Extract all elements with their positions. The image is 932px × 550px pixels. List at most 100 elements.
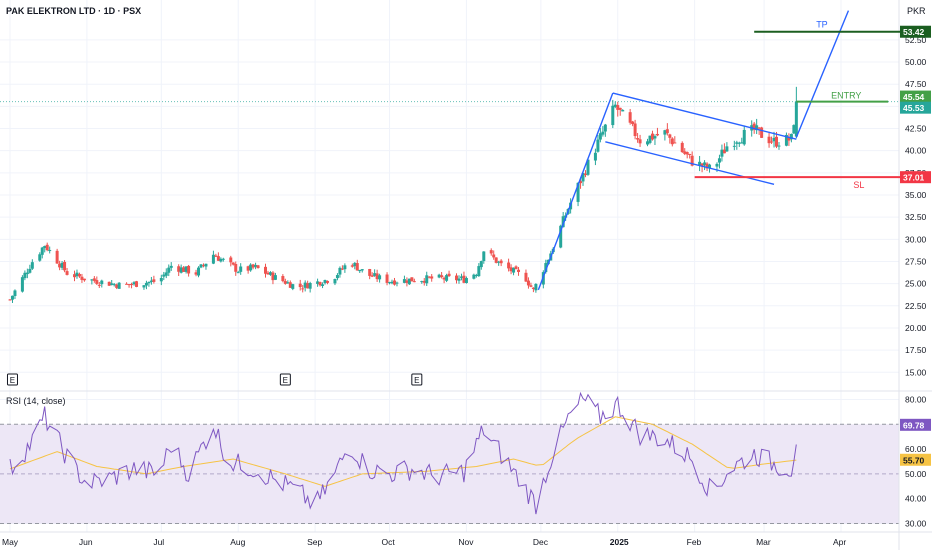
candle-down[interactable] bbox=[326, 280, 330, 283]
candle-down[interactable] bbox=[683, 151, 687, 154]
candle-up[interactable] bbox=[291, 284, 295, 289]
candle-down[interactable] bbox=[246, 266, 250, 271]
candle-up[interactable] bbox=[402, 279, 406, 283]
candle-down[interactable] bbox=[509, 267, 513, 272]
candle-up[interactable] bbox=[303, 282, 307, 288]
candle-down[interactable] bbox=[410, 277, 414, 282]
candle-down[interactable] bbox=[370, 275, 374, 277]
earnings-marker[interactable] bbox=[411, 373, 423, 386]
candle-down[interactable] bbox=[526, 280, 530, 286]
candle-up[interactable] bbox=[316, 281, 320, 284]
candle-down[interactable] bbox=[455, 275, 459, 281]
candle-up[interactable] bbox=[755, 125, 759, 131]
candle-up[interactable] bbox=[703, 162, 707, 166]
candle-up[interactable] bbox=[534, 283, 538, 291]
candle-up[interactable] bbox=[648, 135, 652, 143]
rsi-lines[interactable] bbox=[9, 391, 797, 515]
candle-down[interactable] bbox=[405, 280, 409, 283]
candle-up[interactable] bbox=[117, 282, 121, 289]
candle-up[interactable] bbox=[420, 281, 424, 283]
currency-label[interactable]: PKR bbox=[907, 6, 926, 16]
candle-down[interactable] bbox=[355, 263, 359, 271]
candle-up[interactable] bbox=[353, 262, 357, 267]
candle-up[interactable] bbox=[407, 278, 411, 285]
candle-down[interactable] bbox=[670, 138, 674, 145]
candle-up[interactable] bbox=[576, 182, 580, 202]
candle-up[interactable] bbox=[30, 262, 34, 269]
candle-down[interactable] bbox=[616, 105, 620, 110]
impulse-trend-line[interactable] bbox=[537, 92, 614, 291]
candle-down[interactable] bbox=[115, 284, 119, 288]
candle-up[interactable] bbox=[698, 161, 702, 166]
candle-up[interactable] bbox=[445, 275, 449, 281]
candle-up[interactable] bbox=[603, 124, 607, 132]
candle-down[interactable] bbox=[234, 263, 238, 272]
candle-up[interactable] bbox=[742, 129, 746, 145]
candle-up[interactable] bbox=[211, 254, 215, 264]
candle-down[interactable] bbox=[368, 268, 372, 276]
symbol-title[interactable]: PAK ELEKTRON LTD · 1D · PSX bbox=[6, 6, 141, 16]
sl-label[interactable]: SL bbox=[853, 180, 864, 190]
candle-up[interactable] bbox=[164, 272, 168, 276]
candle-up[interactable] bbox=[149, 280, 153, 282]
candle-up[interactable] bbox=[43, 245, 47, 249]
candle-up[interactable] bbox=[544, 263, 548, 273]
candle-up[interactable] bbox=[236, 272, 240, 274]
entry-label[interactable]: ENTRY bbox=[831, 91, 861, 101]
candle-down[interactable] bbox=[636, 138, 640, 140]
candle-down[interactable] bbox=[494, 257, 498, 263]
candle-up[interactable] bbox=[559, 225, 563, 248]
candle-down[interactable] bbox=[447, 273, 451, 277]
candle-down[interactable] bbox=[638, 139, 642, 144]
candle-up[interactable] bbox=[147, 281, 151, 284]
candle-up[interactable] bbox=[611, 105, 615, 126]
candle-up[interactable] bbox=[23, 272, 27, 279]
candle-down[interactable] bbox=[618, 107, 622, 110]
candle-up[interactable] bbox=[179, 267, 183, 273]
candle-up[interactable] bbox=[373, 273, 377, 276]
candle-down[interactable] bbox=[665, 129, 669, 134]
candle-up[interactable] bbox=[239, 266, 243, 272]
candle-up[interactable] bbox=[360, 269, 364, 271]
candle-down[interactable] bbox=[507, 262, 511, 269]
candle-down[interactable] bbox=[55, 250, 59, 264]
candle-up[interactable] bbox=[167, 267, 171, 273]
candle-down[interactable] bbox=[231, 262, 235, 265]
candle-up[interactable] bbox=[321, 284, 325, 286]
candle-up[interactable] bbox=[772, 137, 776, 142]
candle-up[interactable] bbox=[48, 250, 52, 252]
candle-up[interactable] bbox=[737, 142, 741, 144]
candle-up[interactable] bbox=[390, 281, 394, 284]
candle-up[interactable] bbox=[343, 265, 347, 270]
candle-up[interactable] bbox=[395, 282, 399, 284]
candle-down[interactable] bbox=[752, 123, 756, 130]
candle-down[interactable] bbox=[201, 265, 205, 267]
candle-down[interactable] bbox=[655, 133, 659, 136]
candle-down[interactable] bbox=[517, 269, 521, 273]
candle-up[interactable] bbox=[333, 279, 337, 284]
candle-up[interactable] bbox=[10, 295, 14, 300]
candle-up[interactable] bbox=[479, 261, 483, 268]
candle-up[interactable] bbox=[90, 279, 94, 281]
candle-up[interactable] bbox=[482, 251, 486, 262]
candle-up[interactable] bbox=[457, 278, 461, 281]
candle-up[interactable] bbox=[112, 284, 116, 286]
candle-up[interactable] bbox=[75, 272, 79, 277]
candle-up[interactable] bbox=[308, 283, 312, 289]
candle-down[interactable] bbox=[92, 278, 96, 281]
rsi-ma-line[interactable] bbox=[9, 416, 797, 487]
candle-up[interactable] bbox=[268, 272, 272, 275]
candle-down[interactable] bbox=[685, 152, 689, 155]
candle-down[interactable] bbox=[8, 299, 12, 301]
candle-down[interactable] bbox=[492, 254, 496, 258]
candle-up[interactable] bbox=[60, 262, 64, 268]
candle-down[interactable] bbox=[531, 287, 535, 289]
candle-down[interactable] bbox=[787, 137, 791, 141]
rsi-axis[interactable]: 30.00 40.00 50.00 60.00 80.00 bbox=[905, 394, 927, 528]
candle-down[interactable] bbox=[306, 283, 310, 289]
candle-up[interactable] bbox=[717, 158, 721, 163]
candle-up[interactable] bbox=[735, 142, 739, 144]
candle-up[interactable] bbox=[132, 282, 136, 285]
candle-up[interactable] bbox=[335, 275, 339, 279]
